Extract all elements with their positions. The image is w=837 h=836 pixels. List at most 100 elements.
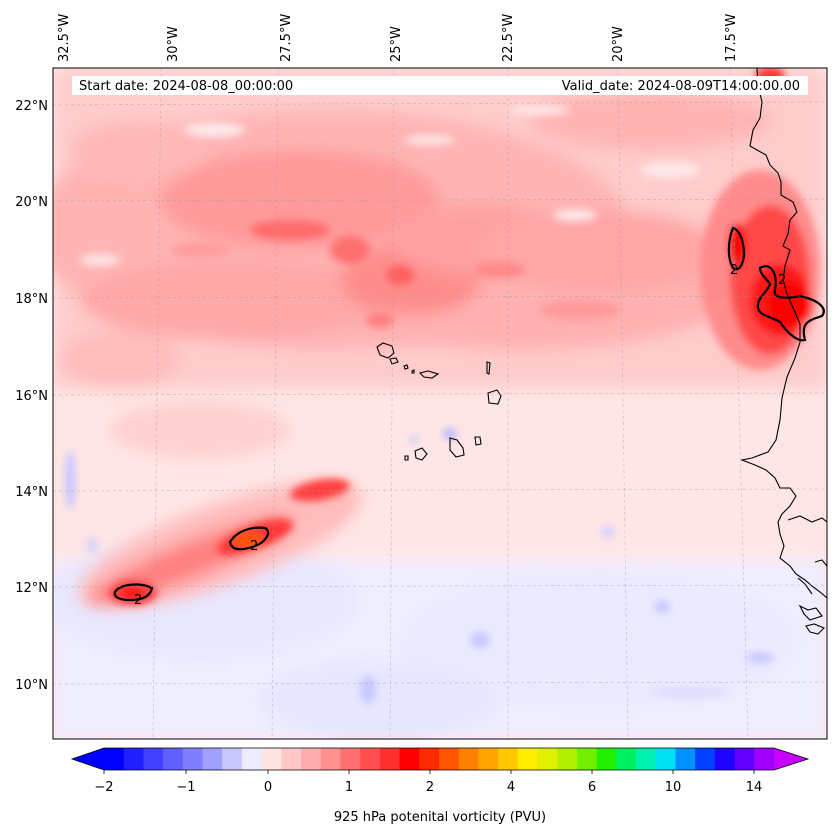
colorbar-cell [202, 748, 223, 770]
cape-verde-islands [376, 342, 502, 461]
colorbar-tick-label: 0 [264, 780, 272, 795]
colorbar-cell [222, 748, 243, 770]
lat-label: 20°N [15, 195, 48, 210]
island-outline [474, 436, 482, 446]
africa-coast [740, 68, 827, 599]
colorbar: −2 −1 0 1 2 4 6 10 14 925 hPa potenital … [70, 747, 810, 825]
colorbar-tick-labels: −2 −1 0 1 2 4 6 10 14 [94, 780, 762, 795]
colorbar-over-arrow [774, 748, 808, 770]
colorbar-tick-label: −2 [94, 780, 113, 795]
colorbar-cell [360, 748, 381, 770]
contour-streak-west [113, 583, 154, 602]
island-outline [389, 357, 399, 365]
contour-coast-south [756, 265, 825, 342]
colorbar-cell [379, 748, 401, 770]
colorbar-tick-label: 1 [345, 780, 353, 795]
colorbar-tick-label: 4 [507, 780, 515, 795]
colorbar-tick-label: 6 [588, 780, 596, 795]
colorbar-cell [439, 748, 460, 770]
latitude-labels: 22°N 20°N 18°N 16°N 14°N 12°N 10°N [15, 99, 48, 693]
date-header: Start date: 2024-08-08_00:00:00 Valid_da… [72, 76, 808, 95]
lat-label: 22°N [15, 99, 48, 114]
map-area: 2 2 2 2 [53, 68, 827, 739]
colorbar-under-arrow [72, 748, 104, 770]
colorbar-cell [340, 748, 361, 770]
colorbar-tick-label: 14 [746, 780, 763, 795]
colorbar-tick-label: −1 [176, 780, 195, 795]
island-outline [414, 447, 428, 461]
start-date: Start date: 2024-08-08_00:00:00 [79, 79, 293, 94]
lat-label: 14°N [15, 485, 48, 500]
pv-contours [113, 226, 825, 602]
colorbar-cells [104, 748, 775, 770]
coastline [740, 68, 827, 635]
pv-band-light-gaps [80, 105, 700, 266]
lon-label: 32.5°W [57, 14, 72, 62]
colorbar-tick-label: 2 [426, 780, 434, 795]
graticule [53, 68, 827, 739]
contour-streak-east [228, 526, 270, 551]
pv-band-north [53, 68, 827, 458]
colorbar-cell [616, 748, 637, 770]
colorbar-cell [419, 748, 440, 770]
coast-detail [814, 559, 827, 567]
island-outline [418, 370, 440, 379]
coast-detail [798, 604, 823, 621]
lon-label: 27.5°W [279, 14, 294, 62]
lat-label: 10°N [15, 678, 48, 693]
island-outline [411, 369, 415, 374]
colorbar-cell [261, 748, 282, 770]
contour-label: 2 [778, 273, 786, 288]
island-outline [449, 437, 465, 458]
colorbar-cell [576, 748, 598, 770]
colorbar-cell [458, 748, 480, 770]
longitude-labels: 32.5°W 30°W 27.5°W 25°W 22.5°W 20°W 17.5… [57, 14, 739, 62]
contour-labels: 2 2 2 2 [134, 263, 786, 608]
colorbar-cell [320, 748, 342, 770]
colorbar-cell [399, 748, 420, 770]
island-outline [404, 455, 409, 461]
colorbar-cell [675, 748, 696, 770]
colorbar-cell [636, 748, 657, 770]
lon-label: 22.5°W [501, 14, 516, 62]
lat-label: 16°N [15, 389, 48, 404]
colorbar-cell [104, 748, 125, 770]
colorbar-cell [596, 748, 617, 770]
colorbar-cell [143, 748, 164, 770]
contour-label: 2 [730, 263, 738, 278]
island-outline [403, 364, 409, 370]
island-outline [486, 361, 491, 375]
colorbar-cell [301, 748, 322, 770]
contour-label: 2 [134, 593, 142, 608]
contour-label: 2 [250, 539, 258, 554]
coast-detail [805, 623, 825, 635]
colorbar-cell [281, 748, 302, 770]
colorbar-ticks [103, 770, 755, 774]
colorbar-cell [734, 748, 755, 770]
colorbar-cell [537, 748, 558, 770]
colorbar-cell [517, 748, 539, 770]
header-box [72, 76, 808, 95]
lat-label: 12°N [15, 581, 48, 596]
colorbar-cell [123, 748, 145, 770]
island-outline [376, 342, 395, 359]
pv-band-bright-streaks [170, 220, 620, 328]
colorbar-cell [182, 748, 204, 770]
coast-detail [787, 515, 827, 523]
colorbar-cell [695, 748, 716, 770]
colorbar-cell [557, 748, 578, 770]
colorbar-cell [714, 748, 736, 770]
map-frame [52, 67, 828, 740]
colorbar-cell [163, 748, 184, 770]
colorbar-cell [478, 748, 499, 770]
contour-coast-north [727, 226, 746, 271]
colorbar-title: 925 hPa potenital vorticity (PVU) [334, 810, 546, 825]
lon-label: 25°W [389, 26, 404, 62]
colorbar-cell [655, 748, 677, 770]
lat-label: 18°N [15, 292, 48, 307]
island-outline [487, 389, 502, 405]
lon-label: 30°W [166, 26, 181, 62]
valid-date: Valid_date: 2024-08-09T14:00:00.00 [562, 79, 800, 94]
colorbar-cell [754, 748, 775, 770]
